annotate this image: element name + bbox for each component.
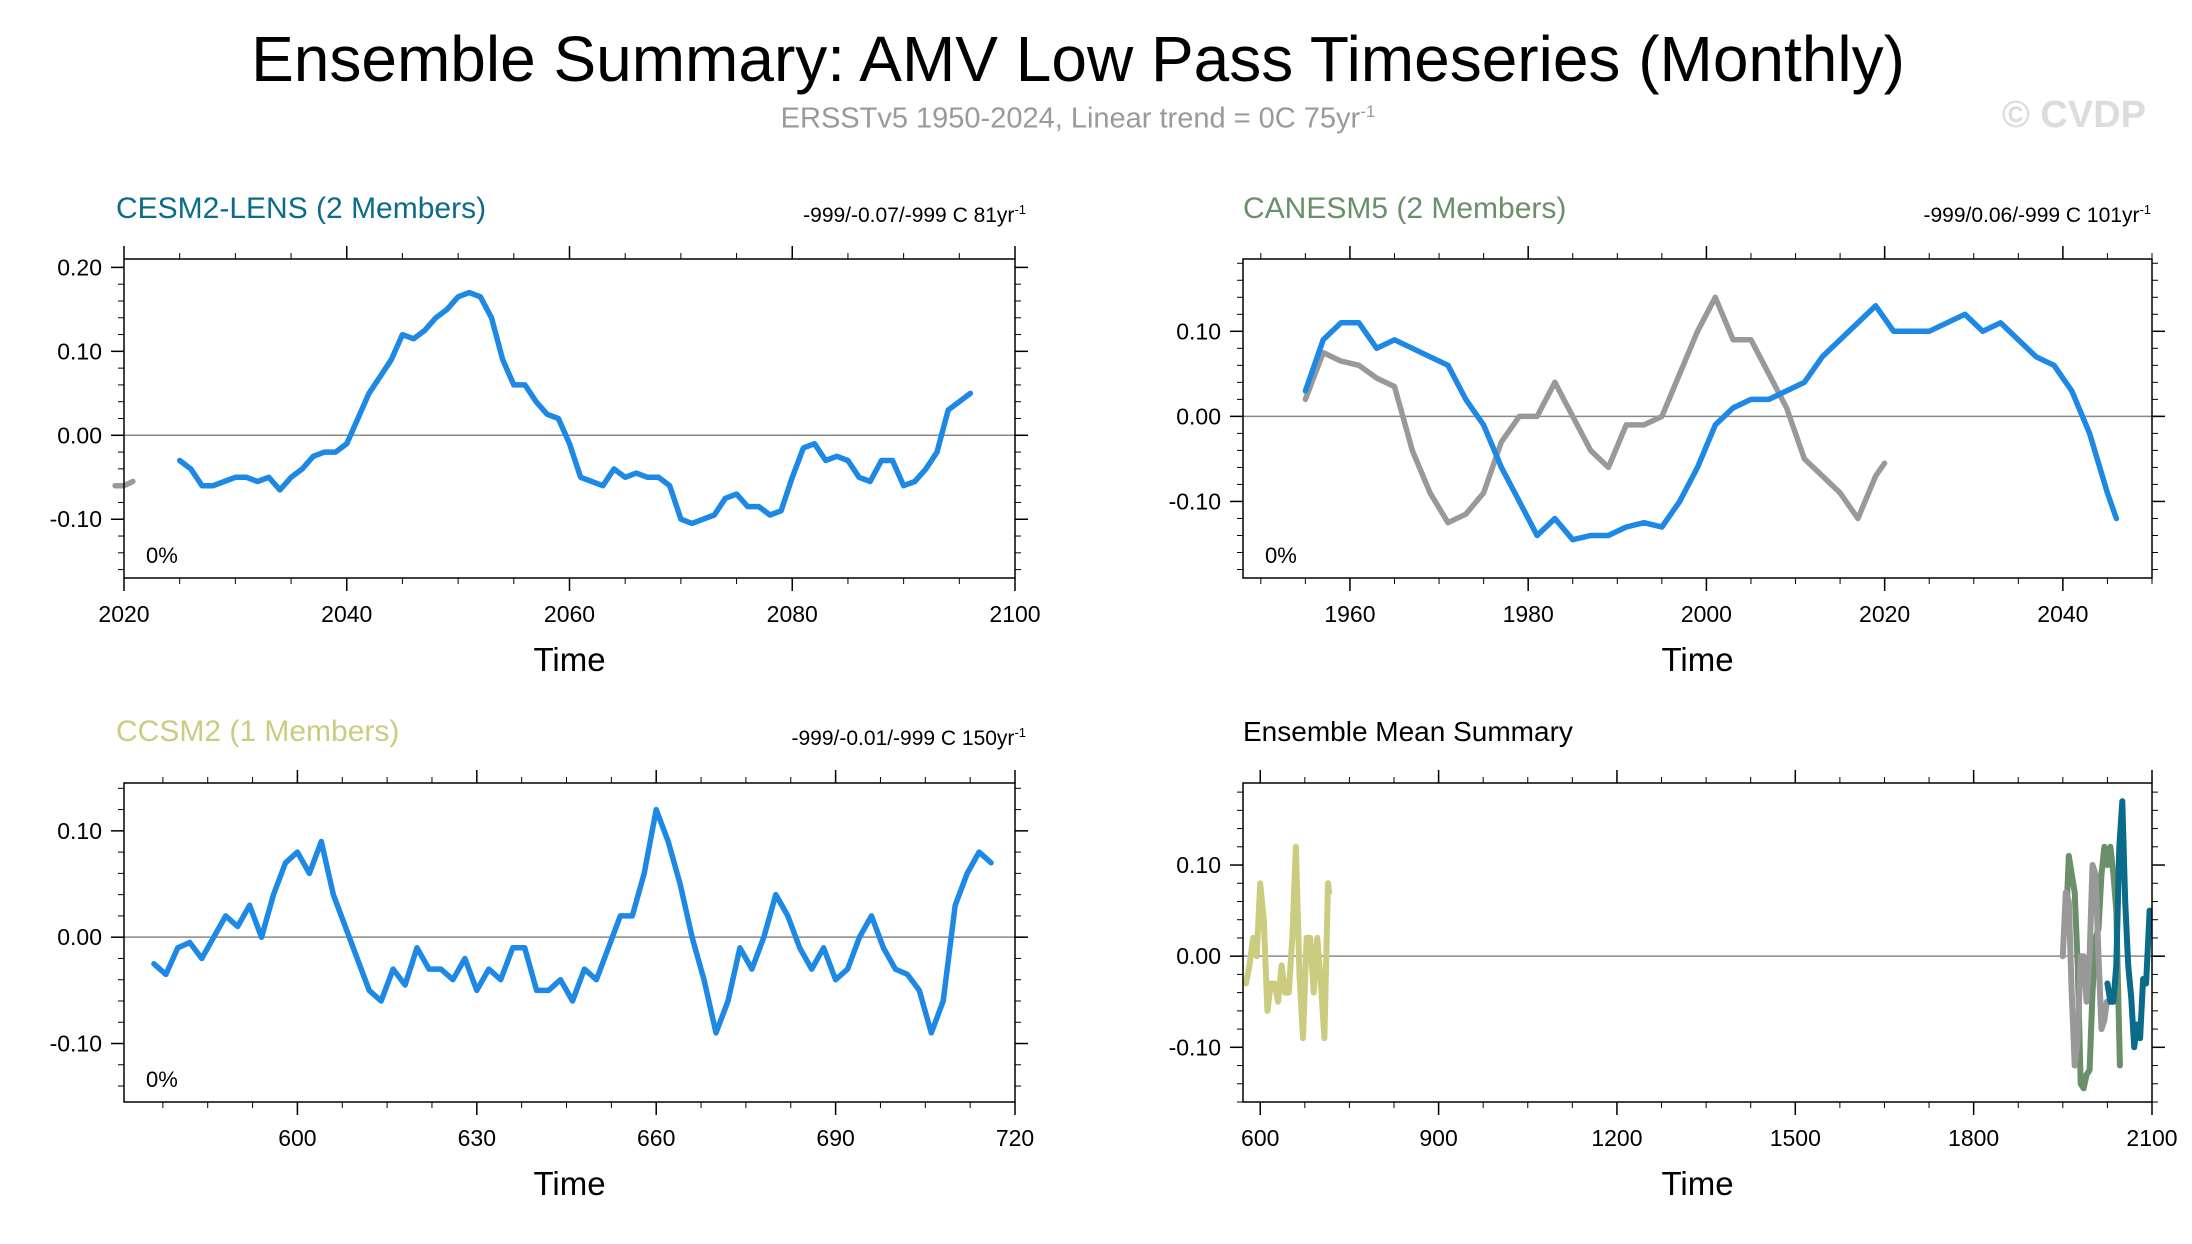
plot-frame-cesm2: [123, 258, 1016, 579]
xtick-label-ccsm2: 690: [816, 1125, 854, 1151]
plot-frame-summary: [1242, 782, 2153, 1103]
ytick-label-summary: -0.10: [1169, 1034, 1221, 1060]
stat-text-cesm2: -999/-0.07/-999 C 81yr: [803, 204, 1015, 227]
xtick-label-canesm5: 2000: [1681, 601, 1732, 627]
series-line-ccsm2-ensemble-mean: [151, 806, 994, 1036]
xtick-label-summary: 1500: [1770, 1125, 1821, 1151]
xaxis-label-summary: Time: [1661, 1165, 1733, 1202]
stat-exp-cesm2: -1: [1014, 202, 1026, 217]
xtick-label-cesm2: 2060: [544, 601, 595, 627]
xtick-label-ccsm2: 660: [637, 1125, 675, 1151]
ytick-label-canesm5: 0.10: [1176, 318, 1221, 344]
subtitle-text: ERSSTv5 1950-2024, Linear trend = 0C 75y…: [780, 102, 1361, 135]
xtick-label-cesm2: 2020: [98, 601, 149, 627]
ytick-label-canesm5: -0.10: [1169, 488, 1221, 514]
panel-title-cesm2: CESM2-LENS (2 Members): [116, 192, 487, 225]
panel-title-summary: Ensemble Mean Summary: [1243, 716, 1573, 747]
xaxis-label-canesm5: Time: [1661, 641, 1733, 678]
ytick-label-summary: 0.00: [1176, 943, 1221, 969]
ytick-label-ccsm2: 0.00: [57, 924, 102, 950]
xtick-label-cesm2: 2100: [989, 601, 1040, 627]
xtick-label-ccsm2: 600: [278, 1125, 316, 1151]
percent-label-ccsm2: 0%: [146, 1067, 178, 1092]
subtitle-exponent: -1: [1360, 102, 1376, 121]
cvdp-watermark: © CVDP: [2001, 94, 2146, 136]
xtick-label-cesm2: 2040: [321, 601, 372, 627]
series-line-summary-observations: [2059, 862, 2110, 1069]
series-line-cesm2-ensemble-mean: [176, 289, 974, 527]
ytick-label-cesm2: 0.10: [57, 338, 102, 364]
xtick-label-canesm5: 2040: [2037, 601, 2088, 627]
xtick-label-canesm5: 1980: [1503, 601, 1554, 627]
xtick-label-canesm5: 1960: [1324, 601, 1375, 627]
xtick-label-cesm2: 2080: [767, 601, 818, 627]
xtick-label-summary: 600: [1241, 1125, 1279, 1151]
stat-exp-ccsm2: -1: [1014, 725, 1026, 740]
ytick-label-cesm2: 0.20: [57, 254, 102, 280]
figure-title: Ensemble Summary: AMV Low Pass Timeserie…: [251, 23, 1905, 95]
xtick-label-ccsm2: 720: [996, 1125, 1034, 1151]
panel-stat-canesm5: -999/0.06/-999 C 101yr-1: [1923, 202, 2151, 228]
plot-frame-ccsm2: [123, 782, 1016, 1103]
series-line-summary-ccsm2: [1243, 843, 1333, 1042]
series-line-summary-canesm5: [2062, 843, 2123, 1092]
panel-title-canesm5: CANESM5 (2 Members): [1243, 192, 1567, 225]
ytick-label-canesm5: 0.00: [1176, 403, 1221, 429]
ytick-label-cesm2: -0.10: [50, 506, 102, 532]
xaxis-label-cesm2: Time: [533, 641, 605, 678]
xtick-label-ccsm2: 630: [458, 1125, 496, 1151]
ytick-label-ccsm2: -0.10: [50, 1031, 102, 1057]
ytick-label-summary: 0.10: [1176, 852, 1221, 878]
panel-stat-cesm2: -999/-0.07/-999 C 81yr-1: [803, 202, 1026, 228]
series-line-canesm5-observations: [1302, 294, 1888, 526]
panel-stat-ccsm2: -999/-0.01/-999 C 150yr-1: [791, 725, 1026, 751]
ytick-label-ccsm2: 0.10: [57, 818, 102, 844]
plot-frame-canesm5: [1242, 258, 2153, 579]
xtick-label-summary: 900: [1419, 1125, 1457, 1151]
stat-exp-canesm5: -1: [2139, 202, 2151, 217]
figure-subtitle: ERSSTv5 1950-2024, Linear trend = 0C 75y…: [0, 102, 2156, 136]
series-line-summary-cesm2-lens: [2104, 798, 2153, 1051]
panel-title-ccsm2: CCSM2 (1 Members): [116, 715, 400, 748]
xaxis-label-ccsm2: Time: [533, 1165, 605, 1202]
stat-text-ccsm2: -999/-0.01/-999 C 150yr: [791, 727, 1015, 750]
xtick-label-canesm5: 2020: [1859, 601, 1910, 627]
percent-label-canesm5: 0%: [1265, 543, 1297, 568]
stat-text-canesm5: -999/0.06/-999 C 101yr: [1923, 204, 2140, 227]
ytick-label-cesm2: 0.00: [57, 422, 102, 448]
percent-label-cesm2: 0%: [146, 543, 178, 568]
xtick-label-summary: 1800: [1948, 1125, 1999, 1151]
series-line-canesm5-ensemble-mean: [1302, 303, 2120, 543]
xtick-label-summary: 2100: [2126, 1125, 2177, 1151]
xtick-label-summary: 1200: [1591, 1125, 1642, 1151]
